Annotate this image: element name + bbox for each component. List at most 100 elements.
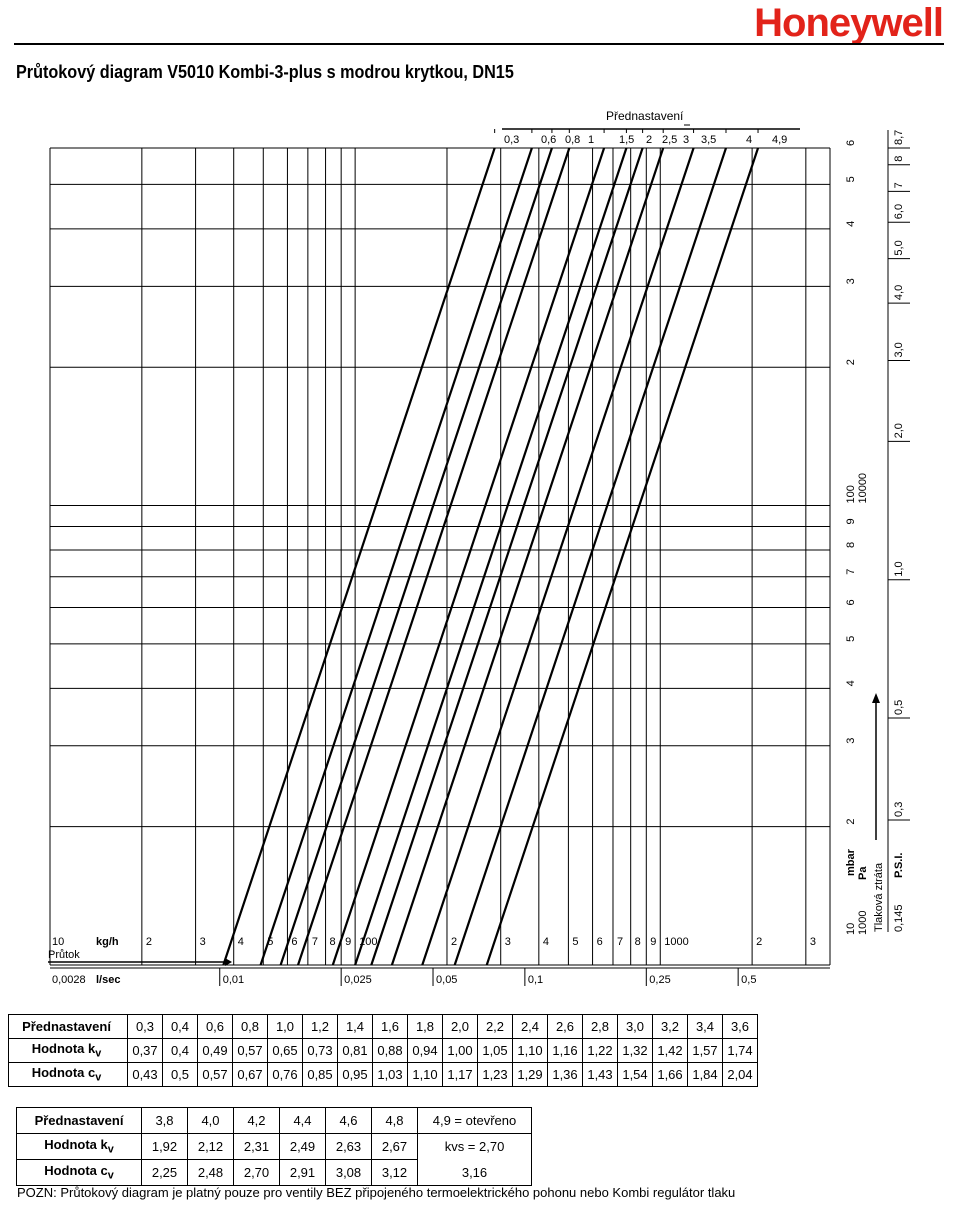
- table-cell: 1,66: [652, 1062, 688, 1087]
- y-mbar-tick-label: 10: [845, 923, 857, 935]
- table-cell: 0,57: [197, 1062, 233, 1087]
- table-cell: 0,6: [197, 1014, 233, 1039]
- x-unit-kgh: kg/h: [96, 936, 119, 948]
- table-cell: 2,6: [547, 1014, 583, 1039]
- curve-preset: [453, 147, 728, 966]
- table-cell: 0,95: [337, 1062, 373, 1087]
- preset-tick-label: 3,5: [701, 134, 716, 146]
- cv-header: Hodnota cv: [16, 1159, 142, 1186]
- y-axis-label: Tlaková ztráta: [873, 862, 885, 932]
- curve-preset: [259, 147, 533, 966]
- table2-preset-cell: 4,4: [279, 1107, 326, 1134]
- preset-tick-label: 3: [683, 134, 689, 146]
- curve-preset: [390, 147, 665, 966]
- x-ls-tick-label: 0,5: [741, 974, 756, 986]
- table-cell: 1,43: [582, 1062, 618, 1087]
- table-cell: 3,0: [617, 1014, 653, 1039]
- table2-kv-cell: 2,12: [187, 1133, 234, 1160]
- preset-tick-label: 0,6: [541, 134, 556, 146]
- kv-header-sub: v: [107, 1143, 114, 1156]
- curve-preset: [331, 147, 606, 966]
- table-cell: 1,29: [512, 1062, 548, 1087]
- table-cell: 1,16: [547, 1038, 583, 1063]
- y-mbar-tick-label: 4: [845, 221, 857, 227]
- table-row: Hodnota kv 0,37 0,4 0,49 0,57 0,65 0,73 0,81 0,8…: [8, 1038, 758, 1063]
- x-tick-label: 9: [650, 936, 656, 948]
- table2-preset-cell: 3,8: [141, 1107, 188, 1134]
- y-unit-mbar: mbar: [845, 848, 857, 876]
- preset-tick-label: 2,5: [662, 134, 677, 146]
- table2-preset-cell: 4,8: [371, 1107, 418, 1134]
- preset-tick-label: 0,8: [565, 134, 580, 146]
- row-header: Přednastavení: [8, 1014, 128, 1039]
- curve-preset: [279, 147, 553, 966]
- y-mbar-tick-label: 9: [845, 518, 857, 524]
- y-mbar-tick-label: 4: [845, 680, 857, 686]
- preset-tick-label: 4,9: [772, 134, 787, 146]
- y-psi-tick-label: 0,3: [893, 802, 905, 817]
- honeywell-logo: Honeywell: [754, 1, 944, 45]
- table-cell: 1,03: [372, 1062, 408, 1087]
- table-cell: 3,2: [652, 1014, 688, 1039]
- table-cell: 0,5: [162, 1062, 198, 1087]
- preset-header: Přednastavení: [16, 1107, 142, 1134]
- x-ls-tick-label: 0,01: [223, 974, 244, 986]
- y-psi-tick-label: 3,0: [893, 342, 905, 357]
- y-mbar-tick-label: 2: [845, 819, 857, 825]
- curve-preset: [485, 147, 760, 966]
- x-axis-label: Průtok: [48, 949, 80, 961]
- open-label: 4,9 = otevřeno: [417, 1107, 532, 1134]
- x-tick-label: 3: [505, 936, 511, 948]
- y-unit-pa: Pa: [857, 866, 869, 880]
- table-cell: 1,8: [407, 1014, 443, 1039]
- y-psi-tick-label: 8,7: [893, 130, 905, 145]
- x-ls-tick-label: 0,25: [649, 974, 670, 986]
- table-cell: 1,36: [547, 1062, 583, 1087]
- preset-axis-label: Přednastavení: [606, 109, 684, 123]
- y-psi-tick-label: 8: [893, 156, 905, 162]
- table-cell: 1,4: [337, 1014, 373, 1039]
- table-cell: 2,0: [442, 1014, 478, 1039]
- preset-tick-label: 1,5: [619, 134, 634, 146]
- table-cell: 2,04: [722, 1062, 758, 1087]
- x-tick-label: 10: [52, 936, 64, 948]
- preset-table: Přednastavení 0,3 0,4 0,6 0,8 1,0 1,2 1,4 1,6 1,8…: [8, 1014, 758, 1087]
- x-tick-label: 2: [451, 936, 457, 948]
- x-tick-label: 7: [617, 936, 623, 948]
- page-title: Průtokový diagram V5010 Kombi-3-plus s m…: [16, 62, 514, 82]
- y-psi-tick-label: 7: [893, 182, 905, 188]
- x-tick-label: 4: [238, 936, 244, 948]
- cv-header-text: Hodnota c: [44, 1163, 108, 1179]
- row-header-sub: v: [95, 1047, 102, 1060]
- table2-kv-cell: 2,67: [371, 1133, 418, 1160]
- y-psi-tick-label: 1,0: [893, 561, 905, 576]
- row-header-text: Hodnota c: [31, 1065, 96, 1081]
- x-tick-label: 3: [200, 936, 206, 948]
- row-header: Hodnota cv: [8, 1062, 128, 1087]
- x-ls-tick-label: 0,1: [528, 974, 543, 986]
- table2-cv-cell: 2,48: [187, 1159, 234, 1186]
- table-cell: 0,3: [127, 1014, 163, 1039]
- table2-cv-cell: 3,08: [325, 1159, 372, 1186]
- x-ls-tick-label: 0,05: [436, 974, 457, 986]
- flow-arrow-head: [225, 958, 232, 966]
- table-cell: 2,8: [582, 1014, 618, 1039]
- table-cell: 3,4: [687, 1014, 723, 1039]
- table-cell: 1,57: [687, 1038, 723, 1063]
- table-cell: 1,23: [477, 1062, 513, 1087]
- table-cell: 1,05: [477, 1038, 513, 1063]
- x-ls-tick-label: 0,025: [344, 974, 372, 986]
- curve-preset: [370, 147, 644, 966]
- x-tick-label: 9: [345, 936, 351, 948]
- preset-tick-label: 2: [646, 134, 652, 146]
- preset-tick-label: 1: [588, 134, 594, 146]
- table-cell: 0,43: [127, 1062, 163, 1087]
- table-cell: 0,67: [232, 1062, 268, 1087]
- table-cell: 0,4: [162, 1038, 198, 1063]
- table2-cv-cell: 2,70: [233, 1159, 280, 1186]
- table-cell: 1,17: [442, 1062, 478, 1087]
- preset-tick-label: 0,3: [504, 134, 519, 146]
- x-tick-label: 8: [635, 936, 641, 948]
- y-psi-tick-label: 6,0: [893, 204, 905, 219]
- table2-kv-cell: 2,63: [325, 1133, 372, 1160]
